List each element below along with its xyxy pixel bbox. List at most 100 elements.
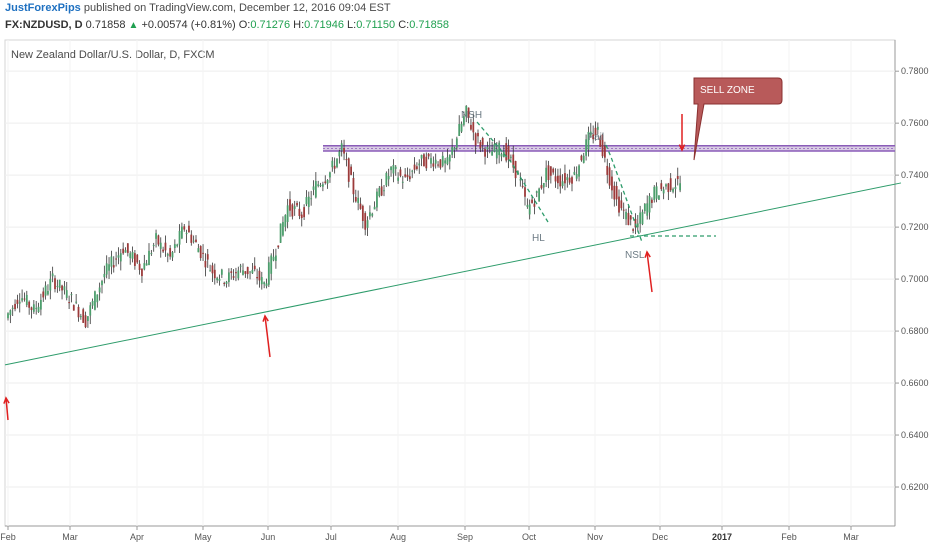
- bull-candle: [434, 159, 437, 164]
- bear-candle: [606, 165, 609, 175]
- bull-candle: [155, 233, 157, 239]
- ohlc-line: FX:NZDUSD, D 0.71858 ▲ +0.00574 (+0.81%)…: [5, 19, 449, 31]
- bull-candle: [383, 190, 385, 192]
- bull-candle: [542, 182, 545, 188]
- hl-label: HL: [532, 233, 545, 244]
- candlesticks: [7, 105, 681, 329]
- bull-candle: [385, 172, 388, 186]
- fail-dashed-line: [605, 144, 643, 243]
- bear-candle: [599, 137, 602, 147]
- bear-candle: [615, 186, 618, 200]
- bull-candle: [329, 172, 331, 178]
- bear-candle: [122, 248, 125, 254]
- y-tick-label: 0.7600: [901, 118, 929, 128]
- bear-candle: [82, 309, 85, 323]
- author-link[interactable]: JustForexPips: [5, 2, 81, 14]
- bull-candle: [392, 164, 395, 174]
- bull-candle: [545, 167, 548, 182]
- bear-candle: [632, 229, 634, 231]
- x-tick-label: 2017: [712, 532, 732, 542]
- bull-candle: [455, 138, 458, 148]
- arrow-june-low: [262, 314, 271, 358]
- close-value: 0.71858: [409, 19, 449, 31]
- bull-candle: [242, 270, 244, 275]
- bull-candle: [166, 253, 169, 256]
- bear-candle: [618, 196, 620, 213]
- bear-candle: [291, 204, 294, 217]
- bull-candle: [486, 146, 489, 150]
- x-tick-label: Apr: [130, 532, 144, 542]
- bear-candle: [141, 268, 143, 277]
- bear-candle: [608, 167, 611, 186]
- low-value: 0.71150: [356, 19, 396, 31]
- bear-candle: [524, 187, 526, 197]
- bear-candle: [484, 148, 486, 157]
- bull-candle: [585, 139, 587, 156]
- bear-candle: [235, 272, 237, 274]
- open-value: 0.71276: [250, 19, 291, 31]
- bull-candle: [284, 215, 287, 227]
- bear-candle: [289, 199, 291, 211]
- bull-candle: [18, 301, 21, 304]
- bear-candle: [138, 263, 141, 270]
- x-tick-label: Oct: [522, 532, 537, 542]
- x-tick-label: Dec: [652, 532, 669, 542]
- bull-candle: [307, 196, 310, 208]
- bull-candle: [578, 165, 580, 177]
- bull-candle: [225, 281, 228, 284]
- arrow-shaft: [5, 397, 9, 421]
- bull-candle: [119, 253, 122, 262]
- bull-candle: [148, 250, 150, 265]
- bull-candle: [65, 290, 68, 298]
- bull-candle: [145, 263, 148, 266]
- bull-candle: [397, 177, 399, 181]
- high-value: 0.71946: [304, 19, 344, 31]
- bull-candle: [11, 307, 14, 309]
- bear-candle: [474, 133, 477, 146]
- bull-candle: [465, 105, 468, 117]
- bull-candle: [319, 185, 322, 187]
- bull-candle: [58, 279, 61, 288]
- bear-candle: [406, 174, 409, 178]
- bear-candle: [481, 138, 484, 145]
- bull-candle: [448, 154, 451, 162]
- bear-candle: [169, 248, 172, 257]
- bear-candle: [68, 302, 70, 304]
- bull-candle: [63, 286, 66, 291]
- bull-candle: [596, 126, 599, 130]
- bear-candle: [413, 164, 416, 170]
- bear-candle: [183, 226, 186, 230]
- bear-candle: [256, 276, 258, 279]
- bear-candle: [531, 199, 533, 203]
- bear-candle: [470, 124, 472, 130]
- close-label: C:: [398, 19, 410, 31]
- bear-candle: [620, 200, 623, 209]
- bear-candle: [199, 246, 202, 259]
- bull-candle: [91, 300, 94, 306]
- bull-candle: [641, 211, 644, 225]
- bear-candle: [408, 176, 411, 180]
- bull-candle: [108, 264, 110, 271]
- symbol-label: FX:NZDUSD, D: [5, 19, 83, 31]
- bear-candle: [521, 185, 524, 187]
- bull-candle: [430, 158, 432, 164]
- bull-candle: [129, 253, 132, 259]
- arrow-head: [644, 250, 651, 258]
- bull-candle: [340, 143, 343, 151]
- bull-candle: [96, 294, 99, 303]
- bull-candle: [171, 252, 174, 258]
- bull-candle: [35, 307, 38, 309]
- nsl-label: NSL: [625, 250, 645, 261]
- bull-candle: [510, 156, 512, 158]
- x-tick-label: Sep: [457, 532, 473, 542]
- bull-candle: [561, 181, 564, 187]
- bear-candle: [594, 127, 597, 136]
- bull-candle: [9, 310, 12, 316]
- bear-candle: [42, 291, 45, 298]
- bull-candle: [458, 124, 461, 136]
- bull-candle: [662, 189, 665, 194]
- bear-candle: [479, 141, 482, 149]
- bear-candle: [232, 276, 235, 278]
- bull-candle: [7, 313, 9, 319]
